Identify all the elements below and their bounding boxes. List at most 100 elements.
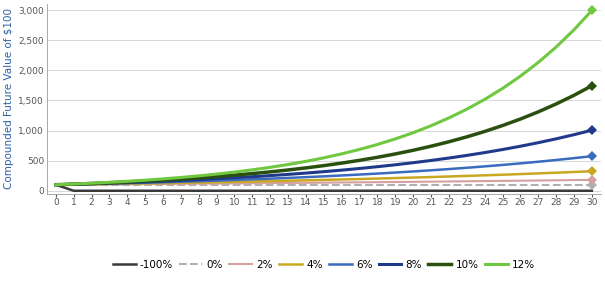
-100%: [267, 189, 274, 192]
8%: [391, 163, 399, 166]
12%: [267, 166, 274, 169]
4%: [588, 170, 595, 173]
Legend: -100%, 0%, 2%, 4%, 6%, 8%, 10%, 12%: -100%, 0%, 2%, 4%, 6%, 8%, 10%, 12%: [108, 256, 539, 274]
8%: [552, 137, 560, 141]
8%: [159, 179, 166, 183]
2%: [106, 183, 113, 186]
0%: [106, 183, 113, 186]
4%: [517, 172, 524, 176]
2%: [284, 181, 292, 185]
-100%: [356, 189, 363, 192]
0%: [213, 183, 220, 186]
-100%: [535, 189, 542, 192]
8%: [231, 176, 238, 179]
10%: [588, 84, 595, 88]
4%: [338, 178, 345, 181]
8%: [463, 154, 471, 157]
8%: [249, 175, 256, 179]
4%: [70, 183, 77, 186]
2%: [195, 182, 203, 185]
2%: [177, 182, 185, 185]
Line: 4%: 4%: [56, 171, 592, 185]
10%: [571, 94, 578, 97]
-100%: [106, 189, 113, 192]
12%: [231, 170, 238, 174]
-100%: [177, 189, 185, 192]
12%: [106, 181, 113, 184]
0%: [535, 183, 542, 186]
10%: [267, 170, 274, 174]
2%: [123, 183, 131, 186]
10%: [195, 176, 203, 180]
2%: [463, 179, 471, 183]
12%: [588, 9, 595, 12]
2%: [267, 181, 274, 185]
-100%: [142, 189, 149, 192]
4%: [52, 183, 59, 186]
6%: [374, 172, 381, 175]
6%: [52, 183, 59, 186]
6%: [463, 166, 471, 170]
6%: [571, 156, 578, 160]
0%: [463, 183, 471, 186]
2%: [356, 181, 363, 184]
0%: [159, 183, 166, 186]
-100%: [231, 189, 238, 192]
-100%: [52, 183, 59, 186]
12%: [552, 45, 560, 49]
-100%: [445, 189, 453, 192]
8%: [213, 177, 220, 181]
8%: [52, 183, 59, 186]
10%: [213, 175, 220, 178]
0%: [52, 183, 59, 186]
6%: [142, 181, 149, 184]
6%: [231, 178, 238, 182]
6%: [338, 174, 345, 177]
-100%: [284, 189, 292, 192]
Line: 12%: 12%: [56, 10, 592, 185]
12%: [177, 176, 185, 179]
2%: [249, 181, 256, 185]
8%: [320, 170, 327, 173]
12%: [195, 174, 203, 178]
10%: [481, 130, 488, 133]
6%: [159, 181, 166, 184]
-100%: [302, 189, 310, 192]
4%: [552, 171, 560, 175]
4%: [249, 180, 256, 183]
10%: [123, 180, 131, 184]
6%: [410, 170, 417, 173]
0%: [391, 183, 399, 186]
0%: [249, 183, 256, 186]
12%: [159, 177, 166, 181]
8%: [481, 151, 488, 154]
6%: [535, 160, 542, 164]
-100%: [320, 189, 327, 192]
10%: [106, 181, 113, 185]
4%: [142, 182, 149, 185]
10%: [52, 183, 59, 186]
12%: [320, 156, 327, 160]
2%: [481, 179, 488, 183]
4%: [356, 177, 363, 181]
8%: [88, 182, 95, 185]
-100%: [481, 189, 488, 192]
6%: [106, 182, 113, 185]
12%: [338, 152, 345, 156]
4%: [231, 180, 238, 183]
0%: [284, 183, 292, 186]
8%: [177, 179, 185, 182]
10%: [159, 178, 166, 182]
10%: [302, 166, 310, 170]
-100%: [123, 189, 131, 192]
12%: [535, 61, 542, 64]
10%: [374, 156, 381, 159]
10%: [535, 110, 542, 113]
4%: [106, 182, 113, 186]
0%: [177, 183, 185, 186]
4%: [410, 176, 417, 179]
8%: [571, 133, 578, 137]
10%: [391, 152, 399, 156]
Y-axis label: Compounded Future Value of $100: Compounded Future Value of $100: [4, 8, 14, 190]
10%: [142, 179, 149, 183]
